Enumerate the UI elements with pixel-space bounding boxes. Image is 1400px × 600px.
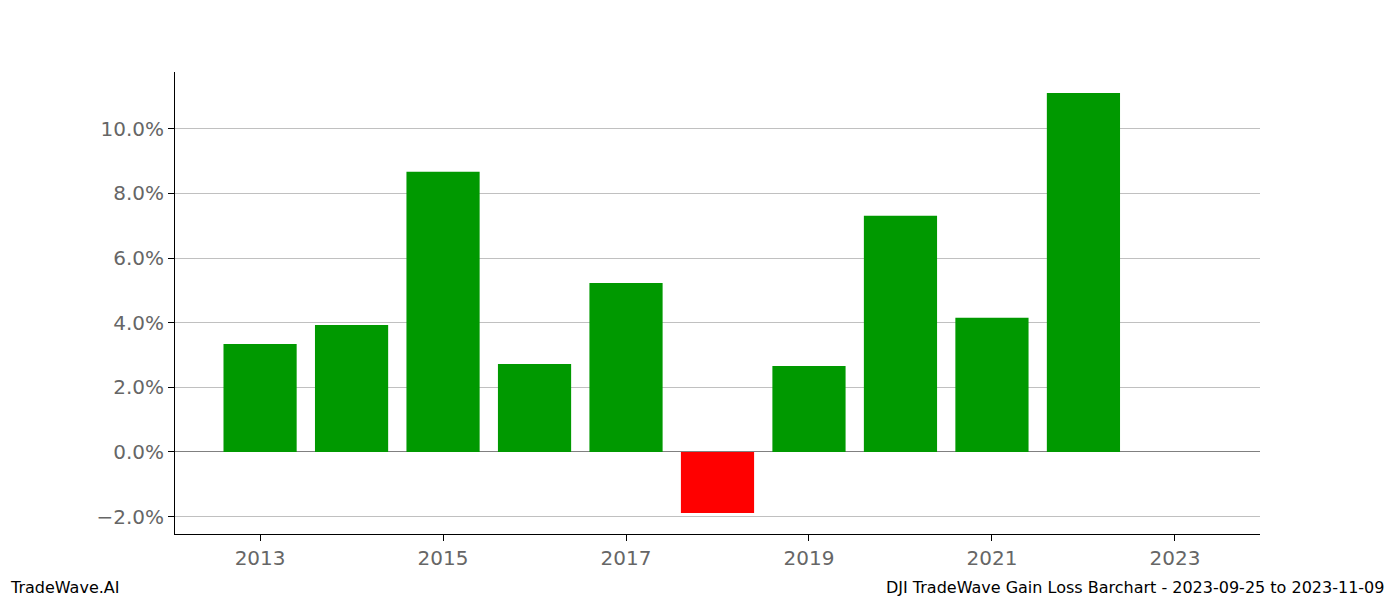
svg-text:10.0%: 10.0% [100, 117, 164, 141]
svg-text:2015: 2015 [418, 546, 469, 570]
svg-text:4.0%: 4.0% [113, 311, 164, 335]
svg-text:−2.0%: −2.0% [96, 505, 164, 529]
svg-text:2017: 2017 [601, 546, 652, 570]
svg-text:DJI TradeWave Gain Loss Barcha: DJI TradeWave Gain Loss Barchart - 2023-… [886, 578, 1384, 597]
svg-text:6.0%: 6.0% [113, 246, 164, 270]
svg-text:2019: 2019 [784, 546, 835, 570]
svg-text:2023: 2023 [1149, 546, 1200, 570]
svg-text:2013: 2013 [235, 546, 286, 570]
svg-text:2.0%: 2.0% [113, 375, 164, 399]
svg-text:2021: 2021 [966, 546, 1017, 570]
svg-text:0.0%: 0.0% [113, 440, 164, 464]
svg-text:TradeWave.AI: TradeWave.AI [10, 578, 119, 597]
svg-text:8.0%: 8.0% [113, 181, 164, 205]
